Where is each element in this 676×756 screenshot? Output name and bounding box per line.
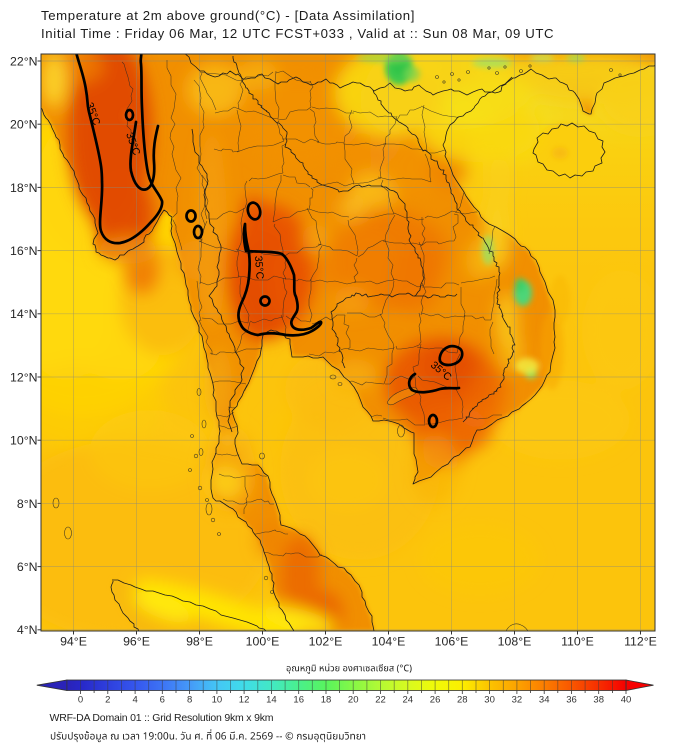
svg-text:102°E: 102°E [309,635,343,649]
svg-text:106°E: 106°E [435,635,469,649]
svg-text:108°E: 108°E [498,635,532,649]
svg-text:40: 40 [621,695,632,706]
svg-text:22°N: 22°N [10,54,37,68]
svg-text:30: 30 [484,695,495,706]
svg-text:12: 12 [239,695,250,706]
svg-text:12°N: 12°N [10,370,37,384]
svg-text:35°C: 35°C [252,255,266,280]
svg-text:28: 28 [457,695,468,706]
svg-text:94°E: 94°E [60,635,87,649]
svg-text:4°N: 4°N [17,623,38,637]
svg-text:20: 20 [348,695,359,706]
svg-text:20°N: 20°N [10,118,37,132]
svg-text:16°N: 16°N [10,244,37,258]
svg-text:104°E: 104°E [372,635,406,649]
svg-text:34: 34 [539,695,550,706]
svg-text:32: 32 [512,695,523,706]
svg-text:10: 10 [212,695,223,706]
svg-text:96°E: 96°E [123,635,150,649]
svg-text:38: 38 [593,695,604,706]
svg-text:24: 24 [403,695,414,706]
svg-text:18: 18 [321,695,332,706]
svg-text:14°N: 14°N [10,307,37,321]
svg-text:6: 6 [160,695,165,706]
svg-text:8°N: 8°N [17,497,38,511]
svg-text:2: 2 [105,695,110,706]
svg-text:100°E: 100°E [246,635,280,649]
svg-text:10°N: 10°N [10,434,37,448]
svg-text:16: 16 [293,695,304,706]
svg-text:14: 14 [266,695,277,706]
svg-text:8: 8 [187,695,192,706]
svg-text:0: 0 [78,695,83,706]
svg-text:110°E: 110°E [561,635,594,649]
svg-text:112°E: 112°E [624,635,657,649]
svg-text:4: 4 [132,695,137,706]
svg-text:6°N: 6°N [17,560,38,574]
svg-text:98°E: 98°E [186,635,213,649]
svg-text:18°N: 18°N [10,181,37,195]
svg-text:22: 22 [375,695,386,706]
svg-text:36: 36 [566,695,577,706]
svg-text:26: 26 [430,695,441,706]
